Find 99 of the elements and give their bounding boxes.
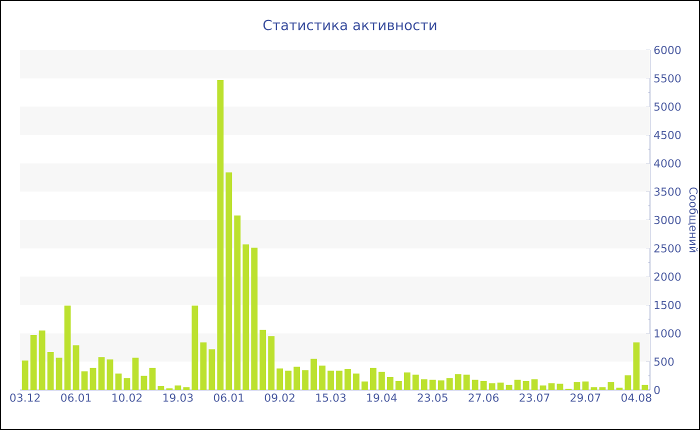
bar <box>294 366 300 390</box>
y-tick-label: 500 <box>654 358 674 366</box>
bar <box>386 376 394 390</box>
bar <box>420 379 428 390</box>
x-tick-label: 23.05 <box>418 394 448 402</box>
bar <box>124 378 130 390</box>
x-tick-label: 04.08 <box>621 394 652 402</box>
bar <box>115 374 122 390</box>
bar <box>488 383 496 390</box>
bar <box>192 306 198 390</box>
bar <box>642 384 648 390</box>
bar <box>183 387 190 390</box>
bar <box>251 248 258 390</box>
bar <box>38 330 46 390</box>
y-tick-label: 0 <box>654 386 660 394</box>
bar <box>362 382 368 390</box>
y-tick-label: 4500 <box>654 130 681 140</box>
bar <box>404 372 410 390</box>
bar <box>429 380 436 390</box>
bar <box>514 380 521 390</box>
bar <box>328 370 334 390</box>
bar <box>200 342 207 390</box>
bar <box>344 369 351 390</box>
bar <box>56 358 62 390</box>
y-tick-label: 6000 <box>654 46 681 54</box>
bar <box>302 370 308 390</box>
y-tick-label: 3500 <box>654 188 681 196</box>
y-tick-label: 5500 <box>654 74 681 82</box>
bar <box>30 335 37 390</box>
x-tick-label: 29.07 <box>570 394 600 402</box>
bar <box>268 336 275 390</box>
y-tick-label: 1500 <box>654 300 681 310</box>
y-tick-label: 3000 <box>654 216 681 224</box>
bar <box>531 379 538 390</box>
bar <box>260 330 266 390</box>
bar <box>336 370 342 390</box>
bar <box>149 368 156 390</box>
bar <box>556 384 564 390</box>
bar <box>234 215 241 390</box>
bar <box>242 244 250 390</box>
bar <box>454 374 462 390</box>
bar <box>370 368 376 390</box>
bar <box>463 374 470 390</box>
x-tick-label: 03.12 <box>10 394 40 402</box>
bar <box>106 359 114 390</box>
bar <box>574 382 580 390</box>
x-tick-label: 23.07 <box>520 394 550 402</box>
y-tick-label: 5000 <box>654 102 681 111</box>
bar <box>412 374 419 390</box>
bar <box>310 358 317 390</box>
x-tick-label: 27.06 <box>468 394 499 402</box>
y-tick-label: 4000 <box>654 159 681 168</box>
bar <box>22 360 28 390</box>
bar <box>395 380 402 390</box>
bar <box>590 387 598 390</box>
y-tick-label: 2000 <box>654 272 681 281</box>
bar <box>208 349 216 390</box>
bar <box>497 382 504 390</box>
bar <box>47 352 54 390</box>
x-tick-label: 06.01 <box>214 394 244 402</box>
bar <box>276 368 284 390</box>
bar <box>378 372 385 390</box>
x-tick-label: 15.03 <box>316 394 346 402</box>
y-tick-label: 2500 <box>654 244 681 252</box>
bar <box>582 382 589 390</box>
bar <box>624 375 632 390</box>
x-tick-label: 09.02 <box>264 394 294 402</box>
bar <box>522 380 530 390</box>
bar <box>81 371 88 390</box>
bar <box>353 374 360 390</box>
bar <box>90 368 96 390</box>
bar <box>98 357 105 390</box>
y-tick-label: 1000 <box>654 329 681 338</box>
bar <box>480 380 487 390</box>
bar <box>446 378 453 390</box>
bar <box>72 345 80 390</box>
x-tick-label: 06.01 <box>61 394 91 402</box>
bar <box>319 366 326 390</box>
bar <box>633 342 640 390</box>
bar <box>472 380 478 390</box>
x-tick-label: 19.04 <box>367 394 397 402</box>
bar <box>132 358 139 390</box>
x-tick-label: 10.02 <box>112 394 142 402</box>
bar <box>599 387 606 390</box>
bar <box>608 382 614 390</box>
bar <box>226 172 232 390</box>
bar <box>64 306 71 390</box>
y-axis-title: Сообщений <box>688 187 698 252</box>
bar <box>217 80 224 390</box>
bar <box>540 385 546 390</box>
bar <box>548 383 555 390</box>
bar <box>285 370 292 390</box>
chart-title: Статистика активности <box>263 20 436 30</box>
bar <box>140 376 148 390</box>
bar <box>158 386 164 390</box>
bar <box>506 384 512 390</box>
bar <box>438 380 444 390</box>
bar <box>174 385 182 390</box>
x-tick-label: 19.03 <box>163 394 193 402</box>
